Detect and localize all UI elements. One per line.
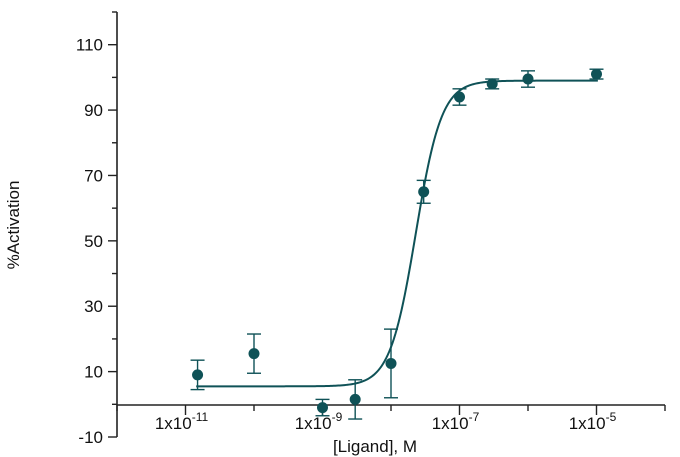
x-tick-label: 1x10-7	[432, 410, 480, 433]
x-tick-label: 1x10-11	[155, 410, 209, 433]
data-point	[454, 91, 465, 103]
x-axis-title: [Ligand], M	[333, 437, 417, 456]
data-points-layer	[190, 68, 604, 420]
y-tick-label: 30	[84, 297, 103, 316]
y-tick-label: 90	[84, 101, 103, 120]
data-point	[385, 357, 397, 369]
y-axis-title: %Activation	[4, 181, 23, 270]
y-tick-label: -10	[78, 428, 103, 447]
x-tick-label: 1x10-9	[295, 410, 343, 433]
data-point	[192, 369, 204, 381]
data-point	[591, 68, 602, 80]
y-tick-label: 50	[84, 232, 103, 251]
data-point	[418, 186, 430, 198]
y-tick-label: 110	[76, 36, 103, 55]
data-point	[486, 78, 498, 90]
data-point	[349, 393, 361, 405]
data-point	[522, 73, 534, 85]
data-point	[317, 402, 328, 414]
fit-curve	[196, 79, 598, 388]
y-tick-label: 10	[84, 363, 103, 382]
y-tick-label: 70	[84, 166, 103, 185]
data-point	[248, 348, 260, 360]
axes: -10 10 30 50 70 90 110 1x10-11 1x10-9 1x10-7 1x10-…	[76, 11, 666, 447]
fit-curve-layer	[196, 79, 598, 388]
x-tick-label: 1x10-5	[569, 410, 617, 433]
